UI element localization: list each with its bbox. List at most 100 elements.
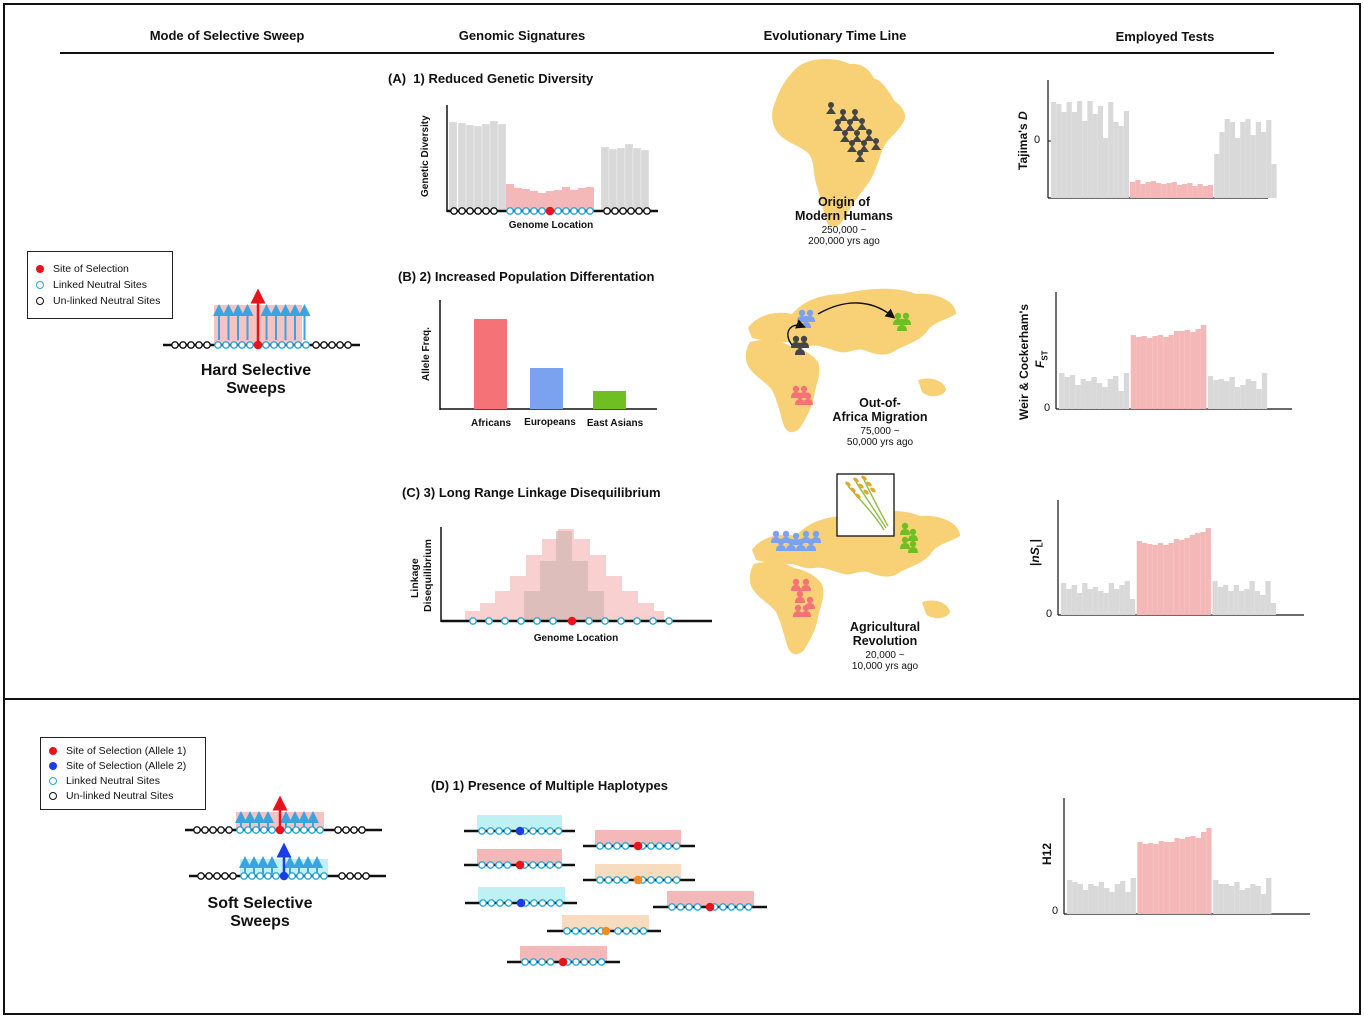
selection-site: [516, 898, 526, 908]
haplotype-block-3: [477, 849, 562, 865]
fst-bar-neutral: [1102, 387, 1108, 409]
tajima-bar-sweep: [1187, 183, 1193, 198]
linked-site: [501, 617, 509, 625]
tajima-bar-neutral: [1092, 114, 1098, 198]
linked-site: [727, 903, 736, 911]
haplotype-block-5: [478, 887, 565, 903]
tajima-bar-neutral: [1056, 104, 1062, 198]
wheat-grain: [850, 487, 856, 493]
panel-b-cat-eastasians: East Asians: [586, 418, 644, 429]
selection-site: [633, 841, 643, 851]
linked-site: [246, 341, 254, 349]
linked-site: [517, 617, 525, 625]
h12-bar-neutral: [1130, 878, 1136, 914]
diversity-bar-unlinked: [457, 122, 467, 211]
unlinked-site: [603, 207, 611, 215]
linked-site: [585, 617, 593, 625]
selection-site: [275, 825, 285, 835]
tajima-bar-neutral: [1087, 101, 1093, 198]
wheat-stem: [863, 479, 889, 527]
tajima-bar-sweep: [1192, 186, 1198, 198]
linked-site: [495, 861, 503, 869]
timeline-ooa: Out-of- Africa Migration 75,000 ~ 50,000…: [832, 396, 928, 448]
h12-bar-sweep: [1195, 838, 1201, 914]
test-nsl-label: |nSL|: [1028, 539, 1045, 566]
ld-outer-bar: [606, 576, 622, 621]
test-fst-symbol: FST: [1033, 350, 1050, 368]
linked-site: [236, 826, 244, 834]
linked-site: [312, 872, 320, 880]
ld-inner-bar: [556, 531, 572, 621]
linked-site: [647, 876, 655, 884]
diversity-bar-linked: [578, 188, 586, 210]
timeline-agri: Agricultural Revolution 20,000 ~ 10,000 …: [849, 620, 921, 672]
diversity-bar-unlinked: [632, 147, 642, 211]
legend-allele1: Site of Selection (Allele 1): [66, 744, 187, 757]
panel-d-title: (D) 1) Presence of Multiple Haplotypes: [431, 778, 668, 793]
linked-site: [504, 899, 513, 907]
linked-site: [617, 617, 625, 625]
africa-shape: [745, 339, 820, 433]
nsl-bar-sweep: [1168, 543, 1174, 615]
linked-site: [288, 872, 296, 880]
h12-bar-neutral: [1244, 888, 1251, 914]
linked-site: [296, 872, 304, 880]
h12-bar-sweep: [1137, 842, 1143, 914]
selection-site: [545, 206, 555, 216]
unlinked-site: [458, 207, 466, 215]
unlinked-site: [217, 826, 225, 834]
h12-bar-sweep: [1163, 842, 1170, 914]
linked-site: [284, 826, 292, 834]
fst-bar-neutral: [1123, 373, 1130, 409]
blue-dot-icon: [49, 761, 57, 770]
test-fst-label: Weir & Cockerham's: [1017, 303, 1031, 420]
tajima-bar-neutral: [1066, 102, 1072, 198]
linked-site: [546, 958, 555, 966]
linked-site: [555, 899, 564, 907]
nsl-bar-neutral: [1212, 581, 1218, 615]
haplotype-block-4: [595, 864, 681, 880]
fst-bar-neutral: [1118, 391, 1124, 409]
diversity-bar-linked: [562, 187, 570, 210]
tajima-bar-neutral: [1229, 122, 1235, 198]
linked-site: [521, 958, 529, 966]
linked-site: [495, 827, 503, 835]
h12-bar-neutral: [1120, 881, 1126, 914]
h12-bar-neutral: [1072, 882, 1078, 914]
test-tajima-tick: 0: [1034, 134, 1041, 146]
diversity-bar-unlinked: [489, 120, 499, 211]
tajima-bar-neutral: [1255, 122, 1261, 198]
h12-bar-neutral: [1077, 884, 1083, 914]
unlinked-site: [225, 826, 233, 834]
diversity-bar-unlinked: [497, 123, 507, 211]
nsl-bar-sweep: [1136, 541, 1142, 615]
linked-site: [529, 861, 537, 869]
tajima-bar-sweep: [1135, 180, 1141, 198]
linked-site: [604, 876, 613, 884]
linked-site: [230, 341, 238, 349]
linked-site: [537, 861, 546, 869]
migration-arrow-1: [787, 319, 806, 346]
diversity-bar-unlinked: [473, 125, 483, 211]
diversity-bar-unlinked: [616, 147, 626, 211]
tajima-bar-neutral: [1261, 132, 1267, 198]
h12-bar-neutral: [1218, 884, 1224, 914]
allele-freq-bar-east-asians: [593, 391, 626, 409]
linked-site: [260, 826, 268, 834]
h12-bar-sweep: [1201, 832, 1207, 914]
ld-outer-bar: [495, 591, 511, 621]
legend-unlinked: Un-linked Neutral Sites: [66, 789, 174, 802]
selection-site: [601, 926, 611, 936]
nsl-bar-neutral: [1217, 587, 1223, 615]
tajima-bar-neutral: [1108, 102, 1114, 198]
linked-site: [486, 827, 495, 835]
linked-site: [649, 617, 657, 625]
linked-site: [655, 876, 664, 884]
diversity-bar-linked: [506, 184, 514, 210]
ld-outer-bar: [622, 591, 638, 621]
tajima-bar-neutral: [1240, 122, 1246, 198]
diversity-bar-unlinked: [448, 121, 458, 211]
linked-site: [248, 872, 256, 880]
fst-bar-neutral: [1251, 381, 1257, 409]
fst-bar-neutral: [1240, 385, 1246, 409]
